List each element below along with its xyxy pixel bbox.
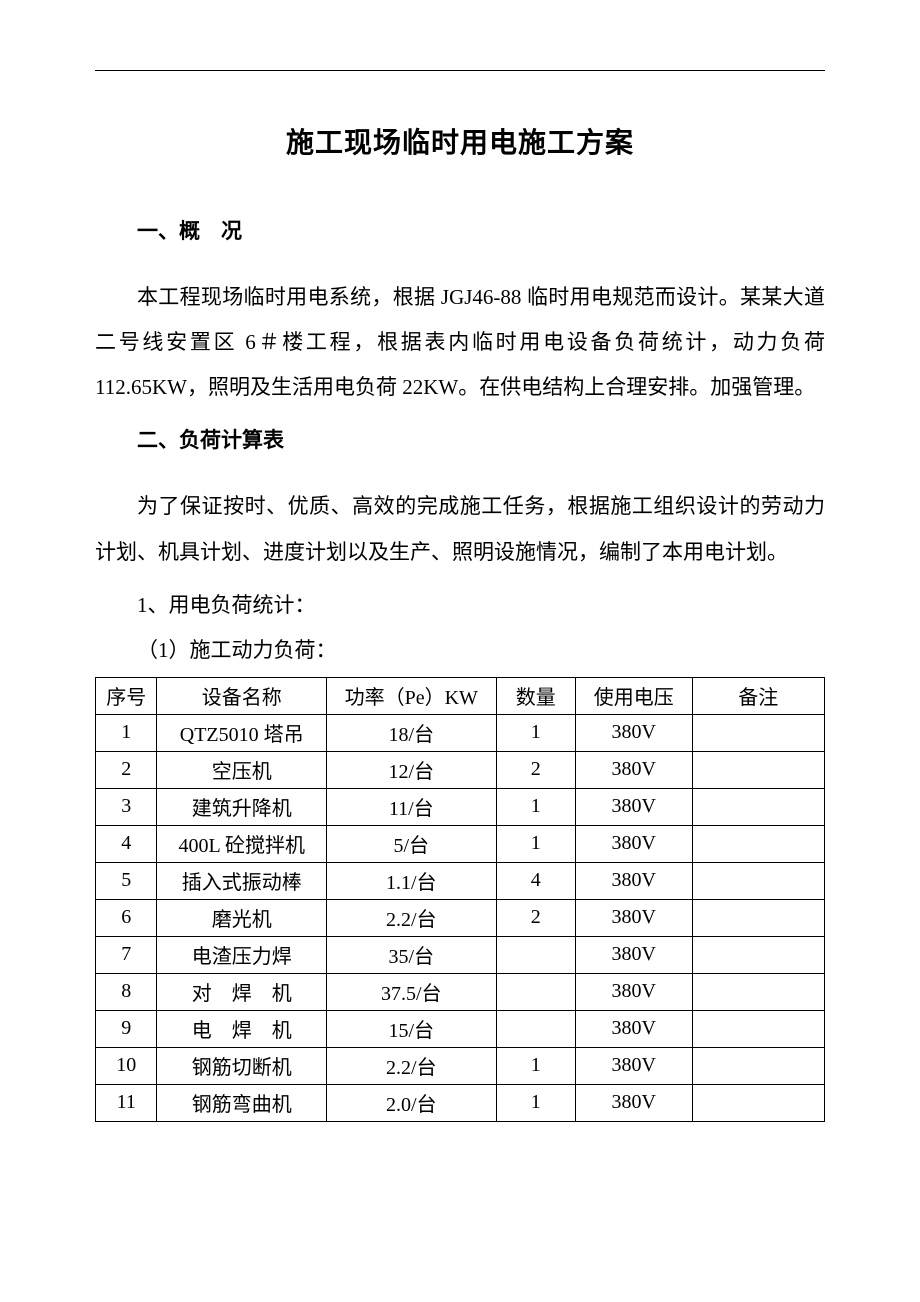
table-row: 7电渣压力焊35/台 380V xyxy=(96,936,825,973)
table-cell: 380V xyxy=(575,788,692,825)
table-cell xyxy=(496,936,575,973)
col-header-seq: 序号 xyxy=(96,677,157,714)
table-cell: 380V xyxy=(575,899,692,936)
table-cell xyxy=(692,1010,824,1047)
table-cell: QTZ5010 塔吊 xyxy=(157,714,327,751)
section-2-sub-1: 1、用电负荷统计： xyxy=(95,583,825,628)
table-cell: 空压机 xyxy=(157,751,327,788)
table-cell xyxy=(692,1084,824,1121)
table-cell: 12/台 xyxy=(326,751,496,788)
table-cell: 2.0/台 xyxy=(326,1084,496,1121)
col-header-name: 设备名称 xyxy=(157,677,327,714)
table-cell xyxy=(692,973,824,1010)
table-row: 4400L 砼搅拌机5/台1380V xyxy=(96,825,825,862)
table-cell: 1 xyxy=(496,1047,575,1084)
table-cell: 1 xyxy=(496,714,575,751)
table-cell: 380V xyxy=(575,862,692,899)
table-cell: 磨光机 xyxy=(157,899,327,936)
table-cell: 1 xyxy=(496,788,575,825)
table-cell: 400L 砼搅拌机 xyxy=(157,825,327,862)
table-cell: 插入式振动棒 xyxy=(157,862,327,899)
table-cell: 18/台 xyxy=(326,714,496,751)
table-cell: 7 xyxy=(96,936,157,973)
table-cell: 2 xyxy=(96,751,157,788)
col-header-power: 功率（Pe）KW xyxy=(326,677,496,714)
table-cell: 8 xyxy=(96,973,157,1010)
table-cell: 380V xyxy=(575,825,692,862)
table-row: 1QTZ5010 塔吊18/台1380V xyxy=(96,714,825,751)
table-cell: 2 xyxy=(496,751,575,788)
col-header-remark: 备注 xyxy=(692,677,824,714)
table-cell: 2.2/台 xyxy=(326,1047,496,1084)
table-body: 1QTZ5010 塔吊18/台1380V2空压机12/台2380V3建筑升降机1… xyxy=(96,714,825,1121)
table-cell: 电渣压力焊 xyxy=(157,936,327,973)
table-cell: 1.1/台 xyxy=(326,862,496,899)
table-cell xyxy=(496,973,575,1010)
table-cell: 10 xyxy=(96,1047,157,1084)
table-cell: 1 xyxy=(96,714,157,751)
table-row: 6磨光机2.2/台2380V xyxy=(96,899,825,936)
section-2-heading: 二、负荷计算表 xyxy=(95,420,825,462)
document-title: 施工现场临时用电施工方案 xyxy=(95,121,825,161)
table-cell: 380V xyxy=(575,714,692,751)
table-cell: 电 焊 机 xyxy=(157,1010,327,1047)
table-cell: 9 xyxy=(96,1010,157,1047)
table-cell: 11 xyxy=(96,1084,157,1121)
table-cell: 建筑升降机 xyxy=(157,788,327,825)
table-cell: 380V xyxy=(575,1010,692,1047)
table-cell: 11/台 xyxy=(326,788,496,825)
table-cell: 380V xyxy=(575,751,692,788)
table-row: 5插入式振动棒1.1/台4380V xyxy=(96,862,825,899)
table-cell: 3 xyxy=(96,788,157,825)
table-cell: 对 焊 机 xyxy=(157,973,327,1010)
table-cell: 4 xyxy=(96,825,157,862)
table-cell: 380V xyxy=(575,936,692,973)
table-cell: 15/台 xyxy=(326,1010,496,1047)
table-row: 2空压机12/台2380V xyxy=(96,751,825,788)
table-cell xyxy=(496,1010,575,1047)
table-cell: 钢筋切断机 xyxy=(157,1047,327,1084)
table-cell: 1 xyxy=(496,825,575,862)
table-cell: 380V xyxy=(575,1047,692,1084)
table-cell xyxy=(692,1047,824,1084)
table-cell: 5 xyxy=(96,862,157,899)
table-cell: 35/台 xyxy=(326,936,496,973)
table-row: 10钢筋切断机2.2/台1380V xyxy=(96,1047,825,1084)
table-cell: 2 xyxy=(496,899,575,936)
table-cell xyxy=(692,788,824,825)
section-2-sub-2: （1）施工动力负荷： xyxy=(95,628,825,673)
table-row: 9电 焊 机15/台 380V xyxy=(96,1010,825,1047)
col-header-volt: 使用电压 xyxy=(575,677,692,714)
table-cell xyxy=(692,936,824,973)
table-cell xyxy=(692,862,824,899)
table-cell: 380V xyxy=(575,1084,692,1121)
table-row: 3建筑升降机11/台1380V xyxy=(96,788,825,825)
table-cell xyxy=(692,825,824,862)
table-row: 11钢筋弯曲机2.0/台1380V xyxy=(96,1084,825,1121)
table-cell xyxy=(692,714,824,751)
table-cell xyxy=(692,899,824,936)
section-1-para: 本工程现场临时用电系统，根据 JGJ46-88 临时用电规范而设计。某某大道二号… xyxy=(95,275,825,410)
section-1-heading: 一、概 况 xyxy=(95,211,825,253)
section-2-para: 为了保证按时、优质、高效的完成施工任务，根据施工组织设计的劳动力计划、机具计划、… xyxy=(95,484,825,574)
table-cell xyxy=(692,751,824,788)
table-cell: 6 xyxy=(96,899,157,936)
table-header-row: 序号 设备名称 功率（Pe）KW 数量 使用电压 备注 xyxy=(96,677,825,714)
table-row: 8对 焊 机37.5/台 380V xyxy=(96,973,825,1010)
col-header-qty: 数量 xyxy=(496,677,575,714)
table-cell: 380V xyxy=(575,973,692,1010)
document-page: 施工现场临时用电施工方案 一、概 况 本工程现场临时用电系统，根据 JGJ46-… xyxy=(0,0,920,1302)
table-cell: 钢筋弯曲机 xyxy=(157,1084,327,1121)
table-cell: 1 xyxy=(496,1084,575,1121)
table-cell: 2.2/台 xyxy=(326,899,496,936)
table-cell: 5/台 xyxy=(326,825,496,862)
table-cell: 37.5/台 xyxy=(326,973,496,1010)
load-table: 序号 设备名称 功率（Pe）KW 数量 使用电压 备注 1QTZ5010 塔吊1… xyxy=(95,677,825,1122)
table-cell: 4 xyxy=(496,862,575,899)
top-rule xyxy=(95,70,825,71)
